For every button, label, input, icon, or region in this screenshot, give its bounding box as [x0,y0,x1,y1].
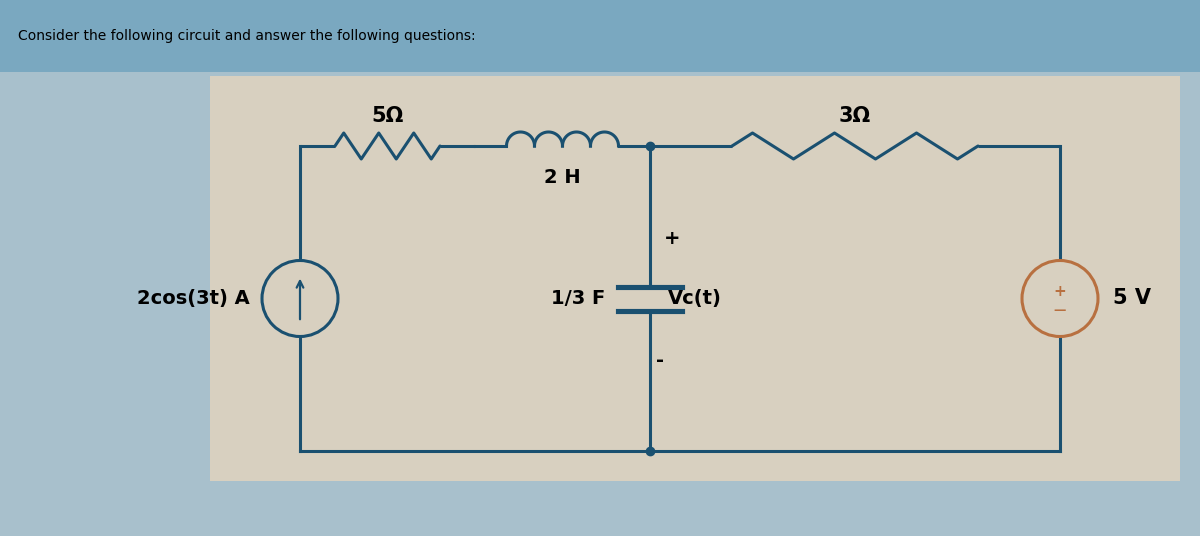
Text: 5 V: 5 V [1114,288,1151,309]
Text: Consider the following circuit and answer the following questions:: Consider the following circuit and answe… [18,29,475,43]
Text: 5Ω: 5Ω [371,106,403,126]
Bar [0,0,1200,72]
Text: 1/3 F: 1/3 F [551,289,605,308]
Bar [210,76,1180,481]
Text: 2 H: 2 H [544,168,581,187]
Circle shape [262,260,338,337]
Text: —: — [1054,304,1066,317]
Text: 3Ω: 3Ω [839,106,871,126]
Text: Vc(t): Vc(t) [668,289,722,308]
Circle shape [1022,260,1098,337]
Text: +: + [1054,284,1067,299]
Text: -: - [656,351,664,370]
Text: +: + [664,229,680,248]
Text: 2cos(3t) A: 2cos(3t) A [137,289,250,308]
